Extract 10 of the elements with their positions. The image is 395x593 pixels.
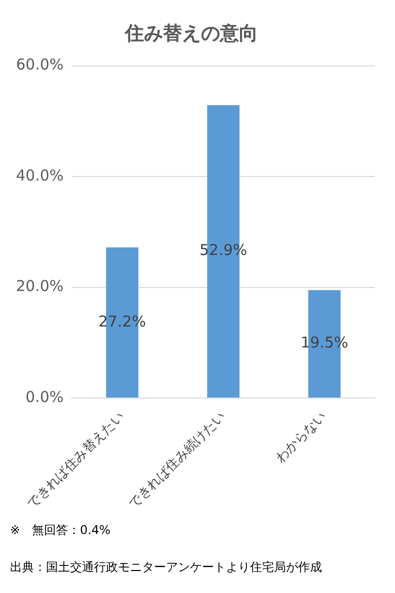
x-tick-label: できれば住み替えたい	[24, 409, 128, 512]
text: ※ 無回答：0.4%	[10, 522, 112, 539]
chart-title: 住み替えの意向	[124, 22, 258, 44]
y-tick-label: 60.0%	[16, 56, 64, 74]
x-tick-label: できれば住み続けたい	[126, 409, 229, 512]
y-tick-label: 0.0%	[26, 388, 64, 406]
x-tick-label: わからない	[273, 409, 330, 466]
y-tick-label: 40.0%	[16, 166, 64, 184]
source-note: 出典：国土交通行政モニターアンケートより住宅局が作成	[10, 559, 322, 576]
y-tick-label: 20.0%	[16, 277, 64, 296]
